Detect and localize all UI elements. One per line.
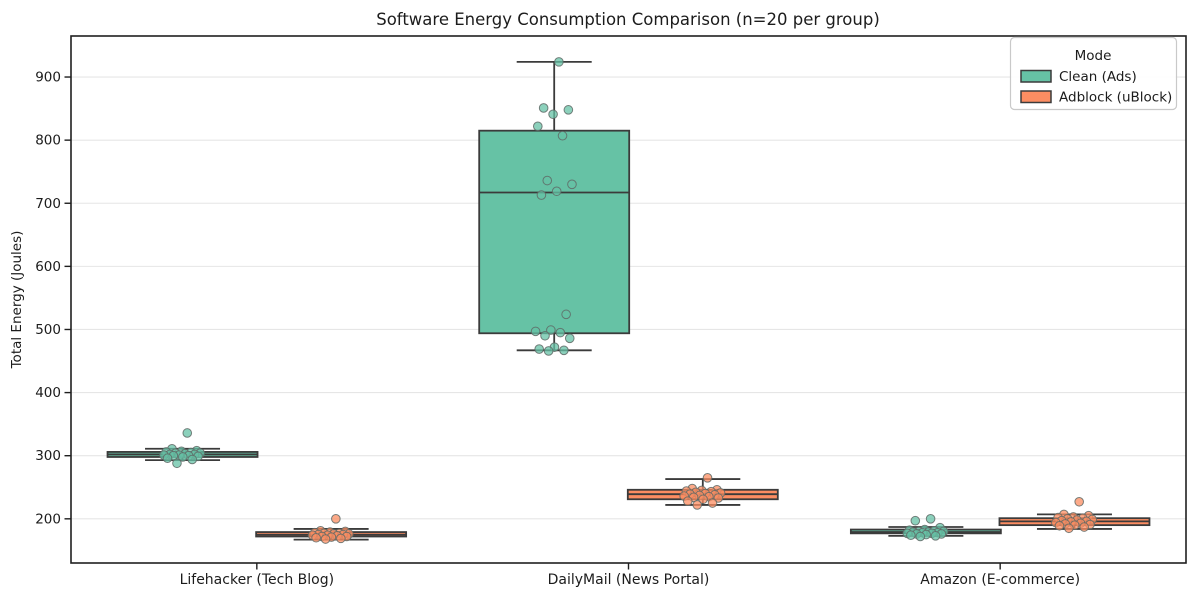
scatter-point (542, 175, 553, 186)
scatter-point (682, 496, 693, 506)
scatter-point (311, 532, 321, 543)
scatter-point (564, 333, 575, 344)
scatter-point (543, 346, 554, 356)
scatter-point (1064, 523, 1074, 534)
scatter-point (910, 515, 921, 526)
scatter-point (182, 428, 193, 438)
plot-area: 200 300 400 500 600 700 800 900 Lifehacker (Tech… (35, 35, 1187, 588)
scatter-point (530, 326, 541, 337)
scatter-point (698, 494, 708, 505)
scatter-point (906, 530, 916, 541)
scatter-point (707, 498, 718, 508)
y-tick-label: 900 (35, 70, 61, 86)
scatter-point (534, 344, 544, 354)
y-tick-label: 300 (35, 448, 61, 464)
x-tick-label: Lifehacker (Tech Blog) (180, 572, 335, 588)
legend-title: Mode (1075, 48, 1112, 64)
scatter-point (555, 327, 566, 338)
scatter-point (925, 514, 936, 524)
scatter-point (1079, 522, 1089, 532)
x-tick-label: Amazon (E-commerce) (920, 572, 1080, 588)
legend-frame (1009, 36, 1178, 111)
y-tick-label: 700 (35, 196, 61, 212)
chart-title: Software Energy Consumption Comparison (… (376, 10, 880, 29)
legend-swatch-clean-icon (1020, 69, 1052, 83)
scatter-point (692, 500, 703, 510)
legend-label-adblock: Adblock (uBlock) (1059, 90, 1172, 106)
scatter-point (177, 452, 188, 462)
scatter-point (162, 453, 173, 464)
scatter-point (1054, 520, 1065, 531)
y-axis-label: Total Energy (Joules) (9, 231, 25, 370)
legend-label-clean: Clean (Ads) (1059, 69, 1137, 85)
scatter-point (554, 57, 564, 67)
scatter-point (546, 325, 556, 335)
scatter-point (563, 105, 574, 115)
scatter-point (538, 103, 549, 113)
scatter-point (930, 531, 941, 541)
scatter-point (336, 533, 346, 544)
scatter-point (561, 309, 571, 320)
scatter-point (557, 130, 568, 141)
y-tick-label: 500 (35, 322, 61, 338)
scatter-point (567, 179, 577, 190)
scatter-point (331, 514, 341, 524)
scatter-point (540, 330, 550, 341)
box-clean-ads--1 (478, 129, 631, 335)
scatter-point (533, 121, 543, 132)
x-tick-label: DailyMail (News Portal) (548, 572, 710, 588)
plot-frame (70, 35, 1187, 564)
scatter-point (551, 186, 562, 197)
scatter-point (702, 472, 713, 483)
y-tick-label: 800 (35, 133, 61, 149)
scatter-point (536, 190, 547, 200)
y-tick-label: 400 (35, 385, 61, 401)
y-tick-label: 200 (35, 511, 61, 527)
scatter-point (1074, 496, 1084, 507)
scatter-point (187, 454, 198, 465)
y-tick-label: 600 (35, 259, 61, 275)
scatter-point (559, 345, 569, 356)
scatter-point (915, 531, 926, 542)
legend: Mode Clean (Ads) Adblock (uBlock) (1009, 36, 1178, 111)
scatter-point (548, 109, 558, 120)
scatter-point (320, 534, 331, 544)
legend-swatch-adblock-icon (1020, 90, 1052, 104)
scatter-point (172, 458, 182, 469)
